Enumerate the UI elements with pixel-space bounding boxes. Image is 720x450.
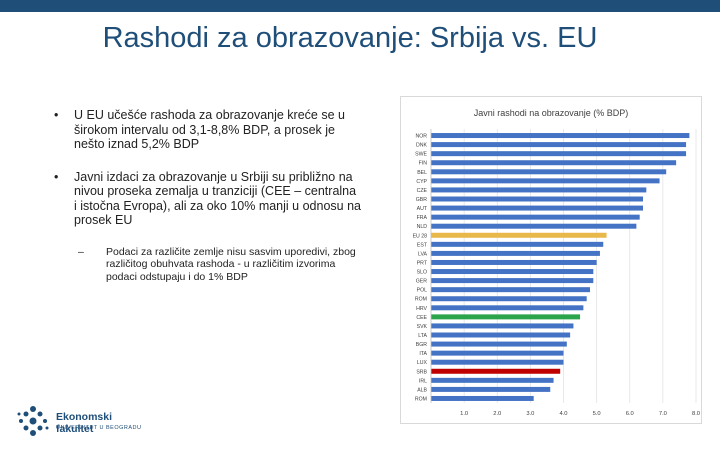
logo-dot	[23, 425, 29, 431]
bar	[431, 332, 571, 338]
logo-dot	[30, 430, 36, 436]
bar	[431, 214, 640, 220]
logo-dot	[43, 419, 47, 423]
logo-name: Ekonomski fakultet	[56, 411, 113, 435]
x-tick-label: 3.0	[526, 411, 534, 417]
category-label: SRB	[416, 369, 427, 375]
top-accent-bar	[0, 0, 720, 12]
category-label: BGR	[416, 342, 427, 348]
sub-bullet-text: Podaci za različite zemlje nisu sasvim u…	[106, 245, 356, 283]
bar	[431, 133, 690, 139]
category-label: AUT	[417, 206, 428, 212]
bar	[431, 395, 534, 401]
category-label: CEE	[416, 315, 427, 321]
category-label: NLD	[417, 224, 428, 230]
bar	[431, 305, 584, 311]
category-label: GER	[416, 279, 427, 285]
logo-dot	[45, 426, 49, 430]
bar	[431, 287, 590, 293]
bar	[431, 296, 587, 302]
bar	[431, 187, 647, 193]
category-label: EU 28	[413, 233, 428, 239]
x-tick-label: 2.0	[493, 411, 501, 417]
logo-subtitle: UNIVERZITET U BEOGRADU	[56, 425, 142, 431]
bar	[431, 341, 567, 347]
bar	[431, 259, 597, 265]
category-label: PRT	[417, 260, 428, 266]
logo-dot	[30, 406, 36, 412]
bar	[431, 323, 574, 329]
bar	[431, 205, 643, 211]
bar	[431, 169, 667, 175]
category-label: SLO	[417, 270, 427, 276]
slide-content: U EU učešće rashoda za obrazovanje kreće…	[50, 108, 362, 283]
category-label: FIN	[419, 161, 428, 167]
bar	[431, 368, 561, 374]
category-label: ALB	[417, 387, 427, 393]
category-label: EST	[417, 242, 428, 248]
logo-dot	[19, 419, 23, 423]
category-label: CYP	[416, 179, 427, 185]
bar	[431, 160, 677, 166]
bar	[431, 386, 551, 392]
bar	[431, 377, 554, 383]
category-label: SVK	[417, 324, 428, 330]
sub-bullet-item: – Podaci za različite zemlje nisu sasvim…	[78, 245, 362, 284]
sub-bullet-dash: –	[78, 245, 84, 258]
logo-dots-icon	[17, 406, 49, 436]
bar	[431, 359, 564, 365]
category-label: POL	[417, 288, 427, 294]
slide-title: Rashodi za obrazovanje: Srbija vs. EU	[102, 22, 598, 54]
x-tick-label: 7.0	[659, 411, 667, 417]
category-label: LUX	[417, 360, 428, 366]
category-label: ROM	[415, 396, 427, 402]
x-tick-label: 4.0	[559, 411, 567, 417]
bar	[431, 232, 607, 238]
category-label: BEL	[417, 170, 427, 176]
logo-dot	[37, 425, 43, 431]
bar	[431, 178, 660, 184]
bar-chart: Javni rashodi na obrazovanje (% BDP) NOR D…	[413, 108, 700, 417]
category-label: ITA	[419, 351, 427, 357]
bar	[431, 278, 594, 284]
bar	[431, 269, 594, 275]
category-label: LTA	[418, 333, 427, 339]
chart-frame: Javni rashodi na obrazovanje (% BDP) NOR D…	[400, 96, 702, 424]
bar	[431, 142, 687, 148]
category-label: ROM	[415, 297, 427, 303]
x-tick-label: 1.0	[460, 411, 468, 417]
bar	[431, 314, 581, 320]
bar	[431, 250, 600, 256]
bar	[431, 151, 687, 157]
bullet-item: U EU učešće rashoda za obrazovanje kreće…	[50, 108, 362, 152]
x-tick-label: 8.0	[692, 411, 700, 417]
x-tick-label: 6.0	[626, 411, 634, 417]
category-label: CZE	[417, 188, 428, 194]
bar	[431, 241, 604, 247]
logo-dot	[37, 411, 43, 417]
category-label: DNK	[416, 143, 427, 149]
bar	[431, 350, 564, 356]
category-label: GBR	[416, 197, 427, 203]
x-tick-label: 5.0	[593, 411, 601, 417]
category-label: IRL	[419, 378, 427, 384]
category-label: HRV	[416, 306, 427, 312]
bar	[431, 196, 643, 202]
logo-dot	[23, 411, 29, 417]
category-label: SWE	[415, 152, 427, 158]
logo-dot	[17, 412, 21, 416]
category-label: FRA	[417, 215, 428, 221]
faculty-logo: Ekonomski fakultet UNIVERZITET U BEOGRAD…	[16, 404, 146, 438]
bar	[431, 223, 637, 229]
category-label: NOR	[415, 134, 427, 140]
bullet-item: Javni izdaci za obrazovanje u Srbiji su …	[50, 170, 362, 228]
chart-title: Javni rashodi na obrazovanje (% BDP)	[474, 108, 629, 118]
category-label: LVA	[418, 251, 428, 257]
logo-dot	[29, 417, 37, 425]
